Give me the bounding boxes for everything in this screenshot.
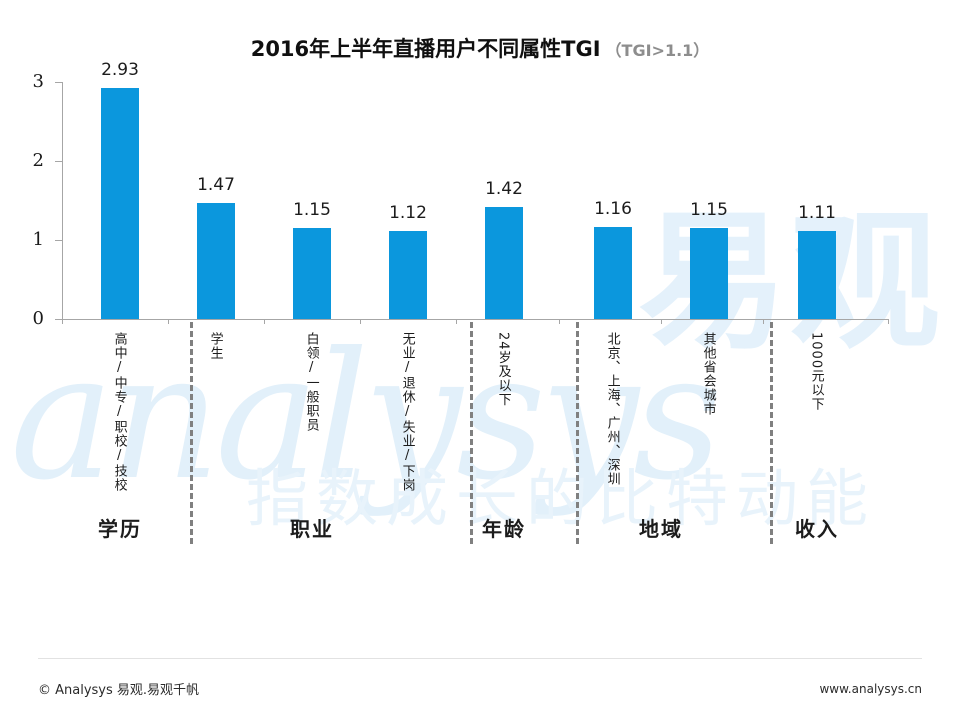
bar[interactable] [690, 228, 728, 319]
bar[interactable] [594, 227, 632, 319]
bar[interactable] [389, 230, 427, 319]
category-label: 北京、上海、广州、深圳 [604, 332, 620, 486]
y-axis-label: 1 [32, 229, 44, 250]
y-axis-label: 2 [32, 150, 44, 171]
x-axis-tick [168, 319, 169, 324]
group-label: 职业 [290, 517, 334, 541]
y-axis-label: 0 [32, 308, 44, 329]
group-label: 收入 [795, 517, 839, 541]
bar[interactable] [101, 87, 139, 319]
group-separator [770, 322, 773, 544]
x-axis-line [62, 319, 888, 320]
footer-divider [38, 658, 922, 659]
x-axis-tick [62, 319, 63, 324]
bar[interactable] [197, 202, 235, 319]
y-axis-tick [55, 240, 62, 241]
group-separator [576, 322, 579, 544]
bar-value-label: 1.15 [293, 200, 331, 221]
group-separator [190, 322, 193, 544]
chart-title-main: 2016年上半年直播用户不同属性TGI [250, 37, 601, 61]
chart-title-sub: （TGI>1.1） [605, 41, 710, 60]
y-axis-tick [55, 82, 62, 83]
y-axis-line [62, 82, 63, 319]
category-label: 白领/一般职员 [303, 332, 319, 432]
y-axis-label: 3 [32, 71, 44, 92]
group-label: 年龄 [482, 517, 526, 541]
bar-value-label: 1.47 [197, 174, 235, 195]
bar[interactable] [485, 206, 523, 319]
x-axis-tick [763, 319, 764, 324]
bar-value-label: 1.12 [389, 202, 427, 223]
x-axis-tick [888, 319, 889, 324]
y-axis-tick [55, 161, 62, 162]
group-label: 地域 [639, 517, 683, 541]
footer-copyright: © Analysys 易观.易观千帆 [38, 683, 200, 698]
category-label: 其他省会城市 [700, 332, 716, 416]
category-label: 无业/退休/失业/下岗 [399, 332, 415, 492]
category-label: 学生 [207, 332, 223, 360]
chart-title: 2016年上半年直播用户不同属性TGI （TGI>1.1） [0, 33, 960, 63]
group-separator [470, 322, 473, 544]
bar[interactable] [293, 228, 331, 319]
bar-value-label: 1.42 [485, 178, 523, 199]
category-label: 1000元以下 [808, 332, 824, 412]
x-axis-tick [661, 319, 662, 324]
bar[interactable] [798, 231, 836, 319]
footer-website: www.analysys.cn [819, 682, 922, 696]
bar-value-label: 1.11 [798, 203, 836, 224]
x-axis-tick [360, 319, 361, 324]
x-axis-tick [456, 319, 457, 324]
x-axis-tick [264, 319, 265, 324]
y-axis-tick [55, 319, 62, 320]
category-label: 高中/中专/职校/技校 [111, 332, 127, 492]
bar-value-label: 1.16 [594, 199, 632, 220]
bar-value-label: 2.93 [101, 59, 139, 80]
bar-value-label: 1.15 [690, 200, 728, 221]
group-label: 学历 [98, 517, 142, 541]
category-label: 24岁及以下 [495, 332, 511, 407]
x-axis-tick [559, 319, 560, 324]
